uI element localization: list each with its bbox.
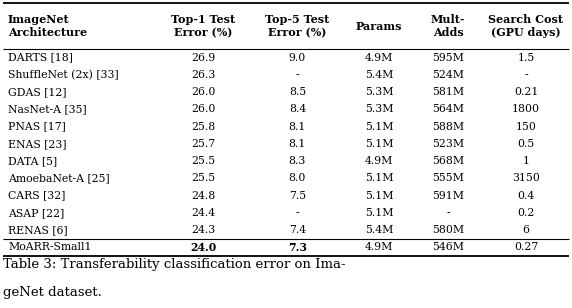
Text: NasNet-A [35]: NasNet-A [35] [8, 104, 86, 114]
Text: 5.4M: 5.4M [365, 225, 393, 235]
Text: geNet dataset.: geNet dataset. [3, 286, 102, 299]
Text: 26.3: 26.3 [191, 70, 216, 80]
Text: -: - [296, 70, 299, 80]
Text: Search Cost
(GPU days): Search Cost (GPU days) [488, 14, 563, 38]
Text: 1800: 1800 [512, 104, 540, 114]
Text: 581M: 581M [432, 87, 464, 97]
Text: Mult-
Adds: Mult- Adds [431, 14, 466, 38]
Text: 591M: 591M [432, 191, 464, 201]
Text: Table 3: Transferability classification error on Ima-: Table 3: Transferability classification … [3, 258, 345, 271]
Text: Params: Params [356, 21, 402, 31]
Text: 546M: 546M [432, 242, 464, 252]
Text: 8.4: 8.4 [289, 104, 306, 114]
Text: 5.1M: 5.1M [365, 208, 394, 218]
Text: AmoebaNet-A [25]: AmoebaNet-A [25] [8, 173, 110, 183]
Text: 25.7: 25.7 [191, 139, 216, 149]
Text: 8.0: 8.0 [289, 173, 306, 183]
Text: 4.9M: 4.9M [365, 53, 393, 63]
Text: 150: 150 [515, 122, 537, 132]
Text: 7.4: 7.4 [289, 225, 306, 235]
Text: 1: 1 [522, 156, 530, 166]
Text: 5.4M: 5.4M [365, 70, 393, 80]
Text: CARS [32]: CARS [32] [8, 191, 65, 201]
Text: 568M: 568M [432, 156, 464, 166]
Text: 25.8: 25.8 [191, 122, 216, 132]
Text: -: - [447, 208, 450, 218]
Text: 25.5: 25.5 [191, 156, 216, 166]
Text: 0.21: 0.21 [514, 87, 538, 97]
Text: 564M: 564M [432, 104, 464, 114]
Text: -: - [296, 208, 299, 218]
Text: 5.1M: 5.1M [365, 191, 394, 201]
Text: 24.0: 24.0 [190, 242, 216, 253]
Text: 26.0: 26.0 [191, 87, 216, 97]
Text: 26.0: 26.0 [191, 104, 216, 114]
Text: 8.5: 8.5 [289, 87, 306, 97]
Text: 7.3: 7.3 [288, 242, 307, 253]
Text: 0.27: 0.27 [514, 242, 538, 252]
Text: Top-5 Test
Error (%): Top-5 Test Error (%) [265, 14, 329, 38]
Text: ShuffleNet (2x) [33]: ShuffleNet (2x) [33] [8, 70, 118, 80]
Text: ENAS [23]: ENAS [23] [8, 139, 66, 149]
Text: 5.3M: 5.3M [365, 87, 394, 97]
Text: Top-1 Test
Error (%): Top-1 Test Error (%) [171, 14, 236, 38]
Text: 588M: 588M [432, 122, 464, 132]
Text: 555M: 555M [432, 173, 464, 183]
Text: 24.3: 24.3 [191, 225, 216, 235]
Text: 0.5: 0.5 [517, 139, 535, 149]
Text: 24.8: 24.8 [191, 191, 216, 201]
Text: 5.1M: 5.1M [365, 139, 394, 149]
Text: 8.1: 8.1 [289, 139, 306, 149]
Text: 8.3: 8.3 [289, 156, 306, 166]
Text: -: - [524, 70, 528, 80]
Text: 0.2: 0.2 [517, 208, 535, 218]
Text: ASAP [22]: ASAP [22] [8, 208, 64, 218]
Text: MoARR-Small1: MoARR-Small1 [8, 242, 92, 252]
Text: 5.1M: 5.1M [365, 122, 394, 132]
Text: 3150: 3150 [512, 173, 540, 183]
Text: GDAS [12]: GDAS [12] [8, 87, 66, 97]
Text: 1.5: 1.5 [517, 53, 535, 63]
Text: DATA [5]: DATA [5] [8, 156, 57, 166]
Text: 595M: 595M [432, 53, 464, 63]
Text: 4.9M: 4.9M [365, 156, 393, 166]
Text: 7.5: 7.5 [289, 191, 306, 201]
Text: PNAS [17]: PNAS [17] [8, 122, 66, 132]
Text: 4.9M: 4.9M [365, 242, 393, 252]
Text: 5.3M: 5.3M [365, 104, 394, 114]
Text: 9.0: 9.0 [289, 53, 306, 63]
Text: 524M: 524M [432, 70, 464, 80]
Text: 580M: 580M [432, 225, 464, 235]
Text: 25.5: 25.5 [191, 173, 216, 183]
Text: 5.1M: 5.1M [365, 173, 394, 183]
Text: DARTS [18]: DARTS [18] [8, 53, 73, 63]
Text: RENAS [6]: RENAS [6] [8, 225, 67, 235]
Text: 6: 6 [522, 225, 530, 235]
Text: ImageNet
Architecture: ImageNet Architecture [8, 14, 87, 38]
Text: 24.4: 24.4 [191, 208, 216, 218]
Text: 0.4: 0.4 [517, 191, 535, 201]
Text: 26.9: 26.9 [191, 53, 216, 63]
Text: 8.1: 8.1 [289, 122, 306, 132]
Text: 523M: 523M [432, 139, 464, 149]
